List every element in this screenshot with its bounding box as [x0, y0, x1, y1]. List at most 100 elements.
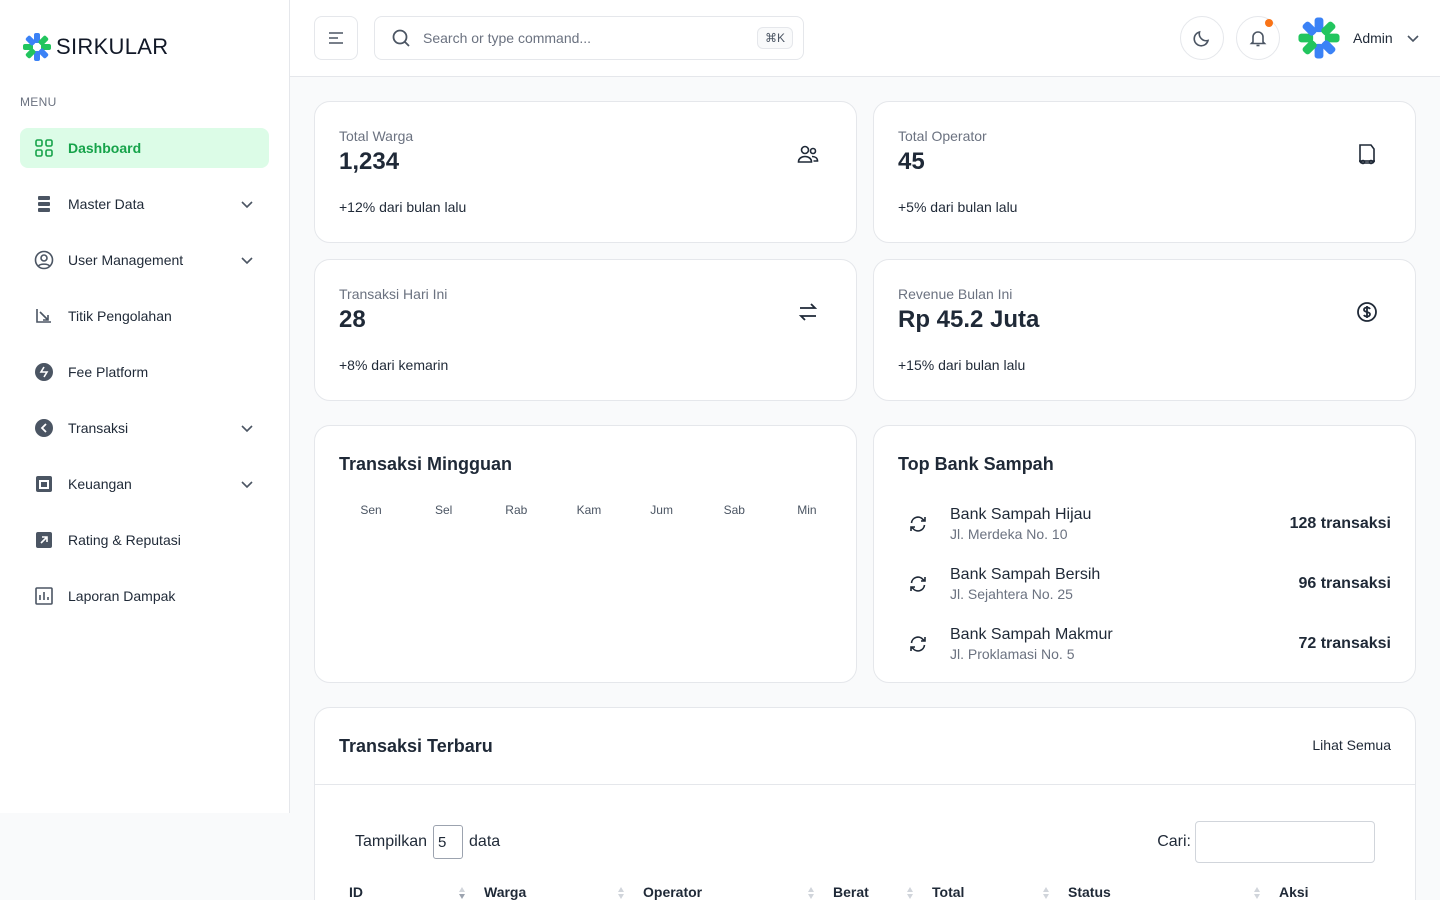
sidebar-item-titik-pengolahan[interactable]: Titik Pengolahan	[20, 296, 269, 336]
sidebar-item-label: User Management	[68, 252, 184, 268]
refresh-icon	[898, 514, 938, 534]
grid-icon	[34, 138, 54, 158]
top-bank-title: Top Bank Sampah	[898, 454, 1054, 474]
stat-value: 1,234	[339, 148, 400, 175]
top-header: ⌘K Admin	[290, 0, 1440, 77]
recent-title: Transaksi Terbaru	[339, 736, 493, 756]
page-size-select[interactable]: 5	[433, 825, 464, 859]
wallet-icon	[34, 474, 54, 494]
avatar	[1298, 17, 1340, 59]
notification-button[interactable]	[1236, 16, 1280, 60]
dollar-circle-icon	[1357, 302, 1377, 322]
column-header-id[interactable]: ID	[339, 884, 474, 900]
list-item[interactable]: Bank Sampah Bersih Jl. Sejahtera No. 25 …	[898, 554, 1391, 614]
stat-label: Revenue Bulan Ini	[898, 286, 1013, 302]
sidebar-item-dashboard[interactable]: Dashboard	[20, 128, 269, 168]
stat-value: 45	[898, 148, 925, 175]
sidebar-item-rating[interactable]: Rating & Reputasi	[20, 520, 269, 560]
see-all-link[interactable]: Lihat Semua	[1312, 737, 1391, 753]
column-header-warga[interactable]: Warga	[474, 884, 633, 900]
user-name: Admin	[1353, 30, 1393, 46]
sidebar-item-fee-platform[interactable]: Fee Platform	[20, 352, 269, 392]
search-icon	[392, 29, 410, 47]
notification-dot	[1265, 19, 1273, 27]
day-label: Sab	[723, 503, 745, 517]
sidebar-item-label: Transaksi	[68, 420, 129, 436]
sidebar-item-keuangan[interactable]: Keuangan	[20, 464, 269, 504]
stat-card-transaksi-hari-ini: Transaksi Hari Ini 28 +8% dari kemarin	[314, 259, 857, 401]
bank-address: Jl. Sejahtera No. 25	[950, 586, 1073, 602]
sidebar-item-label: Master Data	[68, 196, 145, 212]
menu-label: MENU	[20, 95, 57, 109]
bank-list: Bank Sampah Hijau Jl. Merdeka No. 10 128…	[898, 494, 1391, 674]
app-name: SIRKULAR	[56, 34, 169, 59]
day-label: Jum	[650, 503, 673, 517]
sidebar-item-transaksi[interactable]: Transaksi	[20, 408, 269, 448]
bank-name: Bank Sampah Makmur	[950, 626, 1113, 643]
page-size-control: Tampilkan 5 data	[355, 825, 500, 859]
sidebar-item-label: Titik Pengolahan	[68, 308, 172, 324]
show-suffix: data	[469, 833, 501, 850]
sidebar-toggle-button[interactable]	[314, 16, 358, 60]
menu-icon	[329, 32, 343, 44]
arrow-left-circle-icon	[34, 418, 54, 438]
rating-icon	[34, 530, 54, 550]
sidebar: SIRKULAR MENU Dashboard Master Data User…	[0, 0, 290, 813]
stat-value: Rp 45.2 Juta	[898, 306, 1040, 333]
stat-change: +12% dari bulan lalu	[339, 199, 467, 215]
operator-icon	[1359, 144, 1375, 165]
sidebar-item-user-management[interactable]: User Management	[20, 240, 269, 280]
list-item[interactable]: Bank Sampah Hijau Jl. Merdeka No. 10 128…	[898, 494, 1391, 554]
sidebar-item-master-data[interactable]: Master Data	[20, 184, 269, 224]
table-header-row: ID Warga Operator Berat Total Status Aks…	[339, 884, 1391, 900]
stat-change: +15% dari bulan lalu	[898, 357, 1026, 373]
stat-change: +8% dari kemarin	[339, 357, 449, 373]
sort-icon	[907, 887, 913, 899]
list-item[interactable]: Bank Sampah Makmur Jl. Proklamasi No. 5 …	[898, 614, 1391, 674]
sidebar-item-laporan-dampak[interactable]: Laporan Dampak	[20, 576, 269, 616]
moon-icon	[1193, 30, 1210, 47]
sort-icon	[459, 887, 465, 899]
refresh-icon	[898, 634, 938, 654]
chevron-down-icon	[241, 257, 253, 265]
bank-name: Bank Sampah Hijau	[950, 506, 1092, 523]
fee-icon	[34, 362, 54, 382]
weekly-transactions-card: Transaksi Mingguan Sen Sel Rab Kam Jum S…	[314, 425, 857, 683]
database-icon	[34, 194, 54, 214]
bank-name: Bank Sampah Bersih	[950, 566, 1101, 583]
sidebar-item-label: Rating & Reputasi	[68, 532, 181, 548]
users-icon	[797, 145, 819, 163]
show-prefix: Tampilkan	[355, 833, 428, 850]
weekly-day-labels: Sen Sel Rab Kam Jum Sab Min	[339, 503, 839, 517]
top-bank-sampah-card: Top Bank Sampah Bank Sampah Hijau Jl. Me…	[873, 425, 1416, 683]
bank-count: 96 transaksi	[1298, 575, 1391, 592]
stat-card-total-warga: Total Warga 1,234 +12% dari bulan lalu	[314, 101, 857, 243]
bell-icon	[1249, 31, 1267, 47]
logo-icon	[23, 33, 51, 61]
theme-toggle-button[interactable]	[1180, 16, 1224, 60]
shortcut-badge: ⌘K	[756, 27, 793, 49]
stat-label: Transaksi Hari Ini	[339, 286, 448, 302]
weekly-title: Transaksi Mingguan	[339, 454, 513, 474]
column-header-operator[interactable]: Operator	[633, 884, 823, 900]
column-header-berat[interactable]: Berat	[823, 884, 922, 900]
table-search: Cari:	[1157, 821, 1375, 863]
sidebar-item-label: Fee Platform	[68, 364, 149, 380]
search-input[interactable]	[423, 30, 757, 46]
sidebar-item-label: Keuangan	[68, 476, 132, 492]
search-box[interactable]: ⌘K	[374, 16, 804, 60]
report-icon	[34, 586, 54, 606]
stat-change: +5% dari bulan lalu	[898, 199, 1018, 215]
sidebar-item-label: Laporan Dampak	[68, 588, 176, 604]
stat-label: Total Operator	[898, 128, 987, 144]
swap-icon	[798, 303, 818, 321]
sort-icon	[1043, 887, 1049, 899]
chevron-down-icon	[241, 481, 253, 489]
bank-count: 128 transaksi	[1289, 515, 1391, 532]
app-logo[interactable]: SIRKULAR	[22, 32, 168, 62]
column-header-total[interactable]: Total	[922, 884, 1058, 900]
user-menu[interactable]: Admin	[1297, 16, 1421, 60]
sort-icon	[808, 887, 814, 899]
table-search-input[interactable]	[1195, 821, 1375, 863]
column-header-status[interactable]: Status	[1058, 884, 1269, 900]
